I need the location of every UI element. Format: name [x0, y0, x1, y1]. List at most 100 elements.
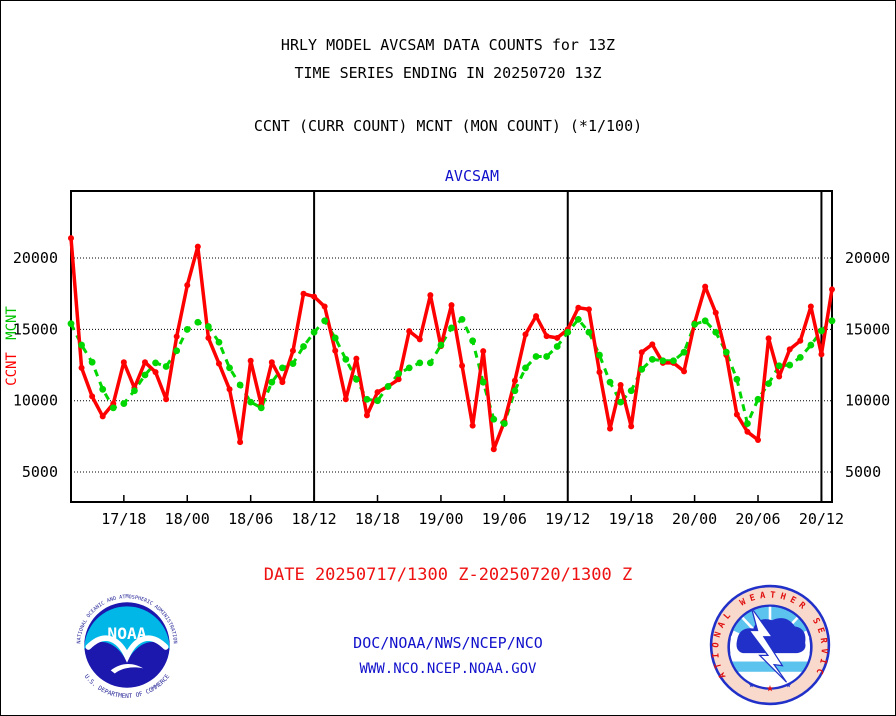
mcnt-point	[500, 420, 508, 427]
ccnt-point	[511, 377, 518, 384]
mcnt-point	[321, 317, 329, 325]
mcnt-point	[78, 341, 85, 349]
ccnt-point	[533, 313, 540, 320]
ccnt-point	[321, 303, 328, 310]
mcnt-point	[226, 364, 233, 372]
ccnt-point	[712, 309, 719, 316]
noaa-bird-icon	[110, 664, 144, 674]
mcnt-point	[596, 351, 603, 359]
noaa-gull-icon	[85, 635, 169, 663]
mcnt-point	[342, 355, 350, 363]
mcnt-point	[268, 378, 276, 386]
y-tick-right-5000: 5000	[845, 463, 881, 481]
lightning-bolt-icon	[748, 607, 788, 683]
mcnt-point	[215, 338, 223, 346]
ccnt-point	[638, 349, 645, 356]
mcnt-point	[405, 364, 413, 372]
mcnt-point	[818, 327, 825, 335]
y-tick-left-5000: 5000	[22, 463, 58, 481]
ccnt-point	[469, 422, 476, 429]
mcnt-point	[796, 353, 804, 361]
x-tick-label-18/06: 18/06	[228, 510, 273, 528]
ccnt-point	[427, 292, 434, 299]
mcnt-point	[88, 358, 96, 366]
mcnt-point	[173, 347, 181, 355]
ccnt-point	[374, 389, 381, 396]
ccnt-point	[152, 369, 159, 376]
mcnt-point	[680, 348, 688, 356]
mcnt-point	[786, 361, 794, 369]
mcnt-point	[479, 378, 487, 386]
ccnt-point	[744, 428, 751, 435]
y-tick-right-15000: 15000	[845, 320, 890, 338]
mcnt-point	[131, 387, 138, 395]
ccnt-point	[829, 286, 835, 293]
ccnt-point	[416, 336, 423, 343]
mcnt-point	[384, 383, 392, 390]
ccnt-point	[247, 357, 254, 364]
noaa-logo-wordmark: NOAA	[107, 624, 146, 643]
noaa-logo-sea	[84, 606, 170, 662]
mcnt-point	[458, 315, 466, 323]
ccnt-point	[681, 368, 688, 375]
ccnt-point	[786, 346, 793, 353]
mcnt-point	[617, 398, 625, 406]
ccnt-point	[68, 235, 74, 242]
ccnt-point	[490, 446, 497, 453]
ccnt-point	[300, 290, 307, 297]
ccnt-point	[733, 411, 740, 418]
ccnt-point	[480, 348, 487, 355]
y-tick-right-10000: 10000	[845, 392, 890, 410]
ccnt-point	[554, 334, 561, 341]
mcnt-point	[754, 395, 762, 403]
ccnt-point	[617, 382, 624, 389]
ccnt-point	[173, 333, 180, 340]
ccnt-point	[194, 243, 201, 250]
mcnt-point	[162, 363, 170, 370]
page-title-line1: HRLY MODEL AVCSAM DATA COUNTS for 13Z	[280, 36, 616, 54]
mcnt-point	[395, 370, 403, 378]
y-tick-left-15000: 15000	[13, 320, 58, 338]
ccnt-point	[289, 347, 296, 354]
ccnt-point	[755, 436, 762, 443]
noaa-logo: NOAA NATIONAL OCEANIC AND ATMOSPHERIC AD…	[67, 585, 187, 705]
ccnt-point	[89, 393, 96, 400]
ccnt-point	[268, 359, 275, 366]
mcnt-point	[543, 353, 551, 360]
mcnt-point	[564, 328, 572, 336]
x-tick-label-19/00: 19/00	[418, 510, 463, 528]
org-label: DOC/NOAA/NWS/NCEP/NCO	[353, 634, 543, 652]
x-tick-label-18/12: 18/12	[292, 510, 337, 528]
ccnt-point	[205, 334, 212, 341]
ccnt-point	[237, 439, 244, 446]
ccnt-point	[765, 335, 772, 342]
mcnt-point	[765, 380, 772, 387]
mcnt-point	[363, 395, 371, 403]
ccnt-point	[596, 369, 603, 376]
x-tick-label-20/12: 20/12	[799, 510, 844, 528]
ccnt-point	[279, 379, 286, 386]
mcnt-point	[648, 355, 656, 363]
ccnt-point	[776, 373, 783, 380]
page-title-line2: TIME SERIES ENDING IN 20250720 13Z	[294, 64, 602, 82]
ccnt-point	[395, 376, 402, 383]
mcnt-point	[141, 371, 149, 379]
ccnt-point	[184, 282, 191, 289]
ccnt-point	[311, 293, 318, 300]
y-tick-right-20000: 20000	[845, 249, 890, 267]
mcnt-point	[670, 357, 677, 365]
x-tick-label-19/18: 19/18	[609, 510, 654, 528]
nws-star-center-icon: ★	[766, 680, 774, 695]
ccnt-point	[607, 425, 614, 432]
mcnt-point	[733, 375, 741, 383]
mcnt-point	[331, 334, 339, 342]
ccnt-point	[818, 351, 825, 358]
ccnt-point	[406, 328, 413, 335]
ccnt-point	[628, 423, 635, 430]
date-range-label: DATE 20250717/1300 Z-20250720/1300 Z	[263, 565, 633, 585]
x-tick-label-19/06: 19/06	[482, 510, 527, 528]
y-tick-left-20000: 20000	[13, 249, 58, 267]
mcnt-point	[722, 348, 730, 356]
x-tick-label-20/06: 20/06	[735, 510, 780, 528]
